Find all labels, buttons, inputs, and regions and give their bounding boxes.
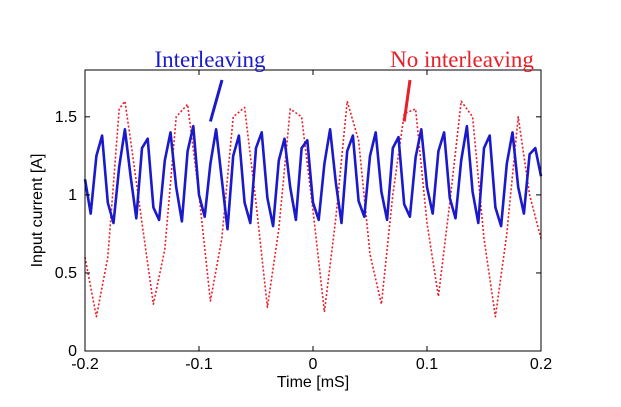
- y-axis: 0 0.5 1 1.5: [55, 109, 541, 360]
- x-axis-label: Time [mS]: [277, 374, 349, 391]
- y-tick-label: 1: [68, 187, 77, 204]
- annotation-label: Interleaving: [154, 47, 266, 72]
- plot-area: [83, 100, 543, 318]
- annotation-pointer: [208, 79, 224, 122]
- x-tick-label: -0.1: [185, 356, 213, 373]
- annotations: Interleaving No interleaving: [154, 47, 534, 122]
- annotation-pointer: [402, 79, 412, 122]
- x-tick-label: 0.1: [416, 356, 438, 373]
- y-axis-label: Input current [A]: [29, 154, 46, 268]
- y-tick-label: 0.5: [55, 265, 77, 282]
- x-tick-label: -0.2: [71, 356, 99, 373]
- x-tick-label: 0.2: [530, 356, 552, 373]
- y-tick-label: 0: [68, 343, 77, 360]
- y-tick-label: 1.5: [55, 109, 77, 126]
- series-line-interleaving: [83, 124, 543, 231]
- annotation-label: No interleaving: [390, 47, 534, 72]
- x-axis: -0.2 -0.1 0 0.1 0.2: [71, 70, 552, 373]
- x-tick-label: 0: [309, 356, 318, 373]
